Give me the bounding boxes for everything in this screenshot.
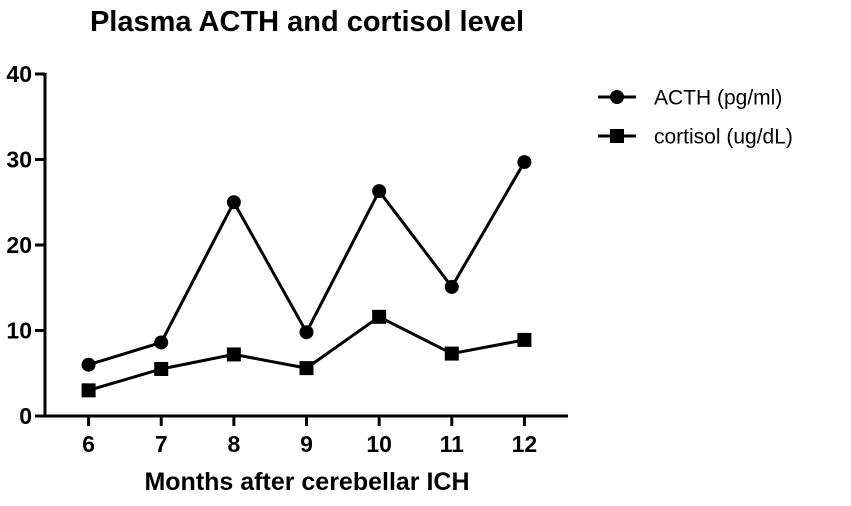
data-point	[299, 325, 314, 340]
data-point	[444, 346, 459, 361]
data-point	[226, 347, 241, 362]
x-tick-label: 8	[227, 431, 240, 457]
y-tick-label: 30	[6, 147, 32, 173]
data-point	[154, 335, 169, 350]
x-axis-label: Months after cerebellar ICH	[144, 468, 469, 496]
legend: ACTH (pg/ml) cortisol (ug/dL)	[598, 87, 793, 149]
y-tick-label: 40	[6, 61, 32, 87]
data-point	[299, 361, 314, 376]
x-tick-label: 10	[366, 431, 392, 457]
data-point	[444, 279, 459, 294]
y-tick-label: 10	[6, 318, 32, 344]
data-point	[81, 357, 96, 372]
series-1	[81, 155, 532, 372]
legend-item: ACTH (pg/ml)	[598, 87, 782, 110]
square-marker-icon	[610, 129, 624, 143]
legend-item: cortisol (ug/dL)	[598, 126, 793, 149]
data-point	[517, 332, 532, 347]
data-point	[154, 361, 169, 376]
x-tick-label: 9	[300, 431, 313, 457]
circle-marker-icon	[610, 90, 624, 104]
data-point	[517, 155, 532, 170]
axes: 0 10 20 30 40 6 7 8 9 10 11 12	[6, 61, 568, 457]
x-tick-label: 7	[155, 431, 168, 457]
y-tick-label: 0	[19, 403, 32, 429]
data-point	[81, 383, 96, 398]
data-point	[372, 309, 387, 324]
x-tick-label: 6	[82, 431, 95, 457]
series-2	[81, 309, 532, 398]
legend-label: cortisol (ug/dL)	[654, 126, 793, 149]
x-tick-label: 12	[512, 431, 538, 457]
data-point	[372, 184, 387, 199]
legend-label: ACTH (pg/ml)	[654, 87, 782, 110]
y-tick-label: 20	[6, 232, 32, 258]
x-tick-label: 11	[440, 431, 465, 457]
chart-title: Plasma ACTH and cortisol level	[90, 6, 524, 38]
data-point	[226, 195, 241, 210]
series-layer	[81, 155, 532, 398]
